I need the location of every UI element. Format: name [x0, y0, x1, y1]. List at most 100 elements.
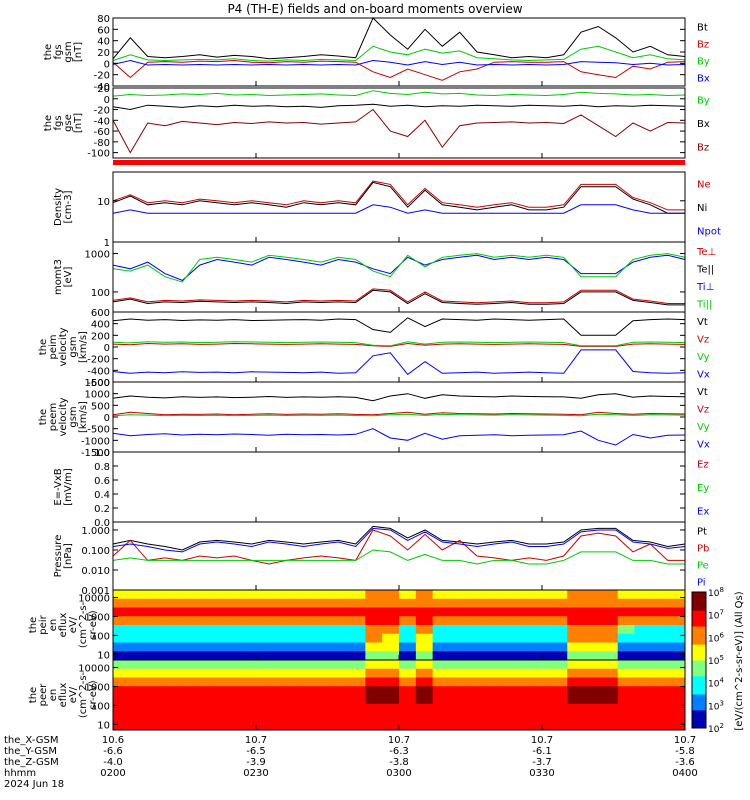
colorbar-segment — [692, 657, 706, 661]
y-tick-label: 20 — [97, 84, 110, 95]
heatmap-cell — [483, 721, 501, 731]
heatmap-cell — [230, 598, 249, 608]
y-axis-label: eV/ — [68, 686, 79, 703]
y-tick-label: -1500 — [81, 448, 110, 459]
heatmap-cell — [247, 625, 265, 635]
panel-frame — [112, 381, 686, 453]
colorbar-segment — [692, 605, 706, 609]
heatmap-cell — [314, 677, 333, 687]
panel-2: 10 1 Density [cm-3] Ne Ni Npot — [53, 171, 721, 249]
heatmap-cell — [314, 633, 333, 643]
heatmap-cell — [399, 686, 417, 696]
heatmap-cell — [197, 616, 215, 626]
series-line-Ne — [112, 180, 685, 211]
separator-band — [113, 160, 685, 165]
heatmap-cell — [382, 616, 400, 626]
heatmap-cell — [466, 642, 484, 652]
colorbar-tick-label: 102 — [708, 722, 724, 735]
heatmap-cell — [264, 651, 282, 661]
y-tick-label: 10000 — [78, 664, 110, 675]
heatmap-cell — [146, 686, 164, 696]
heatmap-cell — [567, 633, 585, 643]
colorbar-segment — [692, 709, 706, 713]
heatmap-cell — [314, 703, 333, 713]
colorbar-segment — [692, 666, 706, 670]
heatmap-cell — [466, 677, 484, 687]
legend-Ez: Ez — [697, 460, 709, 471]
heatmap-cell — [197, 703, 215, 713]
heatmap-cell — [668, 721, 686, 731]
y-tick-label: 80 — [97, 14, 110, 25]
heatmap-cell — [281, 668, 299, 678]
heatmap-cell — [365, 625, 383, 635]
heatmap-cell — [230, 625, 249, 635]
colorbar-tick-label: 106 — [708, 631, 724, 644]
series-line-Ni — [112, 181, 685, 214]
heatmap-cell — [382, 686, 400, 696]
heatmap-cell — [533, 695, 551, 705]
heatmap-cell — [348, 686, 366, 696]
series-line-Pe — [112, 549, 685, 565]
heatmap-cell — [113, 607, 131, 617]
heatmap-cell — [230, 695, 249, 705]
heatmap-cell — [617, 721, 636, 731]
series-line-Vx — [112, 428, 686, 446]
heatmap-cell — [113, 695, 131, 705]
legend-Te||: Te|| — [696, 264, 714, 275]
heatmap-cell — [264, 590, 282, 600]
heatmap-cell — [600, 598, 619, 608]
heatmap-cell — [129, 642, 148, 652]
heatmap-cell — [415, 660, 434, 670]
heatmap-cell — [365, 668, 383, 678]
heatmap-cell — [449, 625, 467, 635]
heatmap-cell — [146, 668, 164, 678]
y-axis-label: [cm-3] — [63, 190, 74, 223]
heatmap-cell — [382, 660, 400, 670]
heatmap-cell — [399, 660, 417, 670]
heatmap-cell — [516, 668, 535, 678]
y-tick-label: 10 — [97, 720, 110, 731]
colorbar-segment — [692, 639, 706, 643]
heatmap-cell — [449, 660, 467, 670]
heatmap-cell — [432, 660, 450, 670]
heatmap-cell — [298, 660, 316, 670]
y-axis-label: sr-eV) — [88, 610, 99, 639]
heatmap-cell — [550, 616, 568, 626]
heatmap-cell — [516, 642, 535, 652]
legend-Vx: Vx — [697, 369, 710, 380]
colorbar-segment — [692, 653, 706, 656]
heatmap-cell — [163, 590, 181, 600]
heatmap-cell — [516, 712, 535, 722]
legend-Bt: Bt — [697, 23, 708, 34]
y-axis-label: momt3 — [53, 259, 64, 295]
y-tick-label: -40 — [94, 82, 110, 93]
heatmap-cell — [483, 651, 501, 661]
heatmap-cell — [651, 712, 669, 722]
heatmap-cell — [129, 721, 148, 731]
heatmap-cell — [146, 712, 164, 722]
heatmap-cell — [466, 625, 484, 635]
heatmap-cell — [146, 721, 164, 731]
y-tick-label: 1500 — [85, 378, 110, 389]
legend-Pe: Pe — [697, 561, 709, 572]
heatmap-cell — [550, 633, 568, 643]
heatmap-cell — [550, 607, 568, 617]
heatmap-cell — [533, 703, 551, 713]
heatmap-cell — [180, 677, 198, 687]
heatmap-cell — [415, 721, 434, 731]
heatmap-cell — [163, 677, 181, 687]
heatmap-cell — [113, 686, 131, 696]
colorbar-segment — [692, 612, 706, 616]
heatmap-cell — [331, 686, 350, 696]
heatmap-cell — [415, 616, 434, 626]
heatmap-cell — [146, 660, 164, 670]
y-gsm-label: -6.5 — [246, 746, 266, 757]
heatmap-cell — [348, 642, 366, 652]
heatmap-cell — [180, 598, 198, 608]
colorbar-segment — [692, 601, 706, 604]
colorbar-segment — [692, 662, 706, 666]
heatmap-cell — [146, 651, 164, 661]
heatmap-cell — [314, 721, 333, 731]
